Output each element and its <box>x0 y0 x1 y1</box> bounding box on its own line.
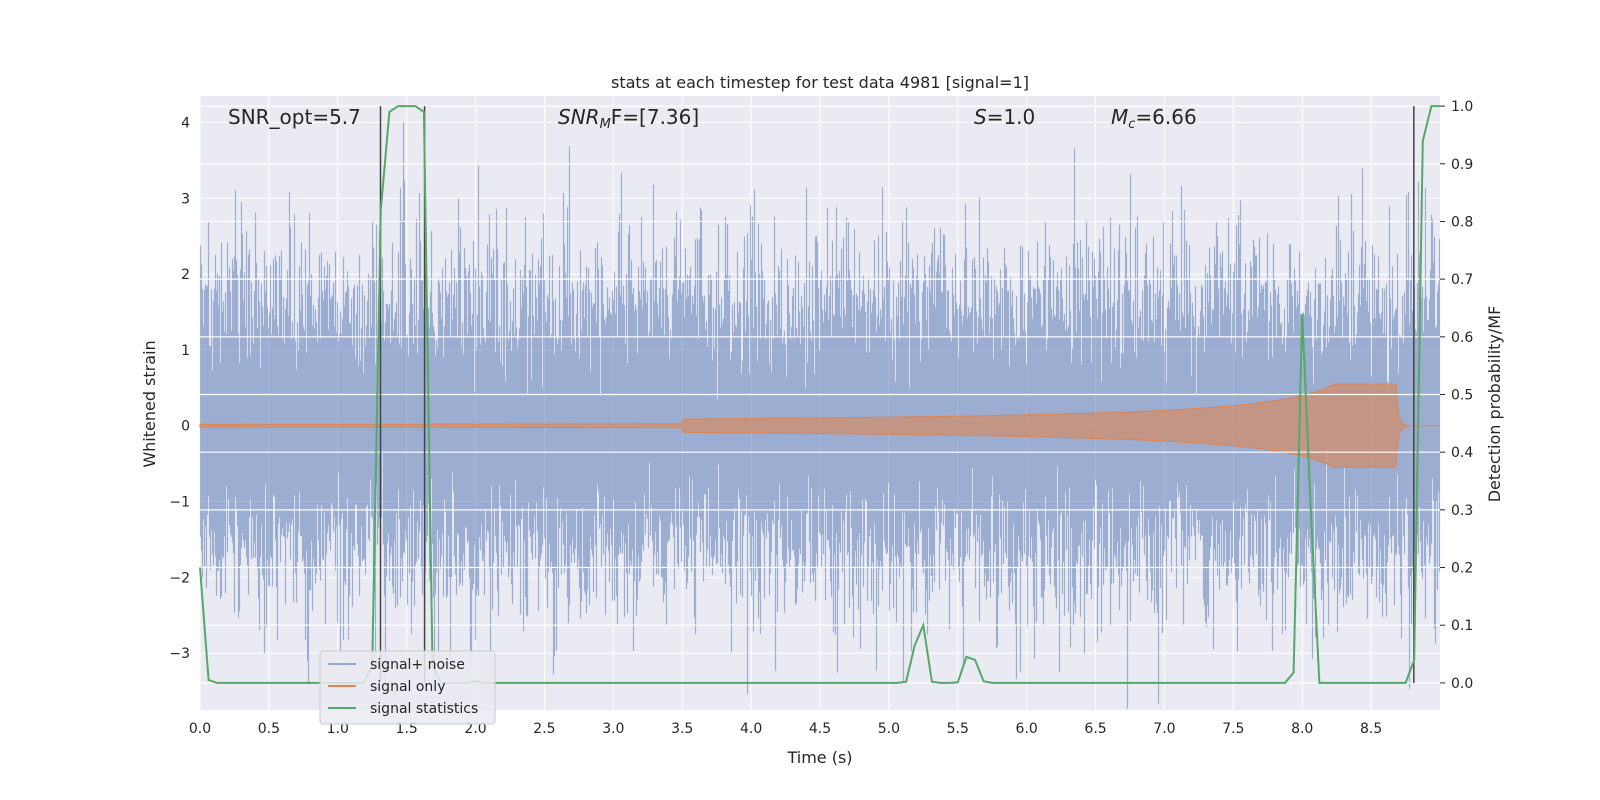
x-tick-label-13: 6.5 <box>1084 721 1106 737</box>
x-tick-label-8: 4.0 <box>740 721 762 737</box>
y-axis-left-label: Whitened strain <box>140 340 159 467</box>
signal-only-series <box>199 383 1440 468</box>
annotation-snr-mf-base: SNR <box>558 105 600 129</box>
annotation-mc: Mc=6.66 <box>1111 105 1197 132</box>
x-tick-label-6: 3.0 <box>602 721 624 737</box>
annotation-snr-opt: SNR_opt=5.7 <box>228 105 361 129</box>
x-tick-label-7: 3.5 <box>671 721 693 737</box>
y-right-tick-label-1: 0.9 <box>1451 157 1473 173</box>
annotation-snr-mf-rest: F=[7.36] <box>611 105 699 129</box>
y-left-tick-label-7: −3 <box>169 646 190 662</box>
x-tick-label-17: 8.5 <box>1360 721 1382 737</box>
y-axis-right-ticks: 1.0 0.9 0.8 0.7 0.6 0.5 0.4 0.3 0.2 0.1 0.0 <box>1440 99 1473 692</box>
y-left-tick-label-2: 2 <box>181 267 190 283</box>
x-tick-label-11: 5.5 <box>947 721 969 737</box>
x-tick-label-0: 0.0 <box>189 721 211 737</box>
legend-label-signal: signal only <box>370 679 445 695</box>
x-tick-label-2: 1.0 <box>327 721 349 737</box>
x-tick-label-4: 2.0 <box>464 721 486 737</box>
x-tick-label-10: 5.0 <box>878 721 900 737</box>
y-right-tick-label-5: 0.5 <box>1451 387 1473 403</box>
annotation-s-rest: =1.0 <box>987 105 1036 129</box>
legend-label-stats: signal statistics <box>370 701 478 717</box>
y-right-tick-label-0: 1.0 <box>1451 99 1473 115</box>
x-tick-label-14: 7.0 <box>1153 721 1175 737</box>
x-tick-label-16: 8.0 <box>1291 721 1313 737</box>
annotation-mc-sub: c <box>1128 117 1135 132</box>
y-right-tick-label-6: 0.4 <box>1451 445 1473 461</box>
annotation-snr-mf: SNRMF=[7.36] <box>558 105 699 132</box>
y-left-tick-label-5: −1 <box>169 495 190 511</box>
y-left-tick-label-1: 3 <box>181 191 190 207</box>
y-left-tick-label-6: −2 <box>169 570 190 586</box>
y-right-tick-label-8: 0.2 <box>1451 561 1473 577</box>
signal-statistics-series <box>199 105 1440 684</box>
x-tick-label-9: 4.5 <box>809 721 831 737</box>
annotation-s: S=1.0 <box>974 105 1035 129</box>
x-axis-label: Time (s) <box>786 748 852 767</box>
y-left-tick-label-0: 4 <box>181 116 190 132</box>
y-right-tick-label-7: 0.3 <box>1451 503 1473 519</box>
annotation-mc-rest: =6.66 <box>1135 105 1196 129</box>
legend-label-noise: signal+ noise <box>370 657 465 673</box>
chart-title: stats at each timestep for test data 498… <box>611 73 1029 92</box>
y-right-tick-label-3: 0.7 <box>1451 272 1473 288</box>
x-tick-label-15: 7.5 <box>1222 721 1244 737</box>
y-axis-right-label: Detection probability/MF <box>1485 306 1504 503</box>
annotation-snr-mf-sub: M <box>600 117 611 132</box>
x-tick-label-5: 2.5 <box>533 721 555 737</box>
x-tick-label-12: 6.0 <box>1016 721 1038 737</box>
y-left-tick-label-4: 0 <box>181 419 190 435</box>
y-right-tick-label-10: 0.0 <box>1451 676 1473 692</box>
y-right-tick-label-4: 0.6 <box>1451 330 1473 346</box>
y-right-tick-label-9: 0.1 <box>1451 618 1473 634</box>
stats-line <box>199 105 1440 684</box>
x-tick-label-1: 0.5 <box>258 721 280 737</box>
x-tick-label-3: 1.5 <box>396 721 418 737</box>
y-axis-left-ticks: 4 3 2 1 0 −1 −2 −3 <box>169 116 190 663</box>
legend: signal+ noise signal only signal statist… <box>319 650 496 725</box>
annotation-s-base: S <box>974 105 987 129</box>
chirp-band <box>199 383 1440 468</box>
annotation-mc-base: M <box>1111 105 1128 129</box>
y-right-tick-label-2: 0.8 <box>1451 214 1473 230</box>
y-left-tick-label-3: 1 <box>181 343 190 359</box>
legend-box <box>319 650 496 725</box>
x-axis-ticks: 0.0 0.5 1.0 1.5 2.0 2.5 3.0 3.5 4.0 4.5 5.0 5.5 6.0 6… <box>189 721 1382 737</box>
